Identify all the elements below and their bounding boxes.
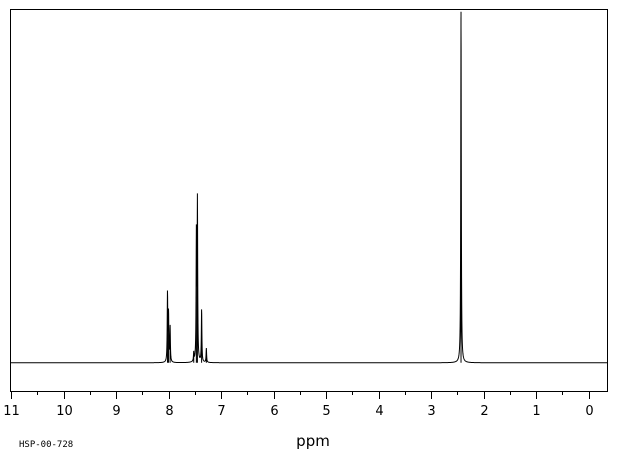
x-axis-tick-labels: 11 10 9 8 7 6 5 4 3 2 1 0 [3, 404, 593, 419]
x-tick-label: 2 [480, 404, 488, 419]
x-tick-label: 5 [322, 404, 330, 419]
x-tick-label: 4 [375, 404, 383, 419]
x-tick-label: 0 [585, 404, 593, 419]
x-axis-title: ppm [296, 432, 330, 450]
x-tick-label: 6 [270, 404, 278, 419]
x-tick-label: 7 [217, 404, 225, 419]
x-tick-label: 11 [3, 404, 20, 419]
x-axis-ticks [11, 391, 590, 399]
x-tick-label: 3 [427, 404, 435, 419]
x-tick-label: 1 [532, 404, 540, 419]
x-tick-label: 8 [165, 404, 173, 419]
x-tick-label: 9 [112, 404, 120, 419]
spectrum-code-label: HSP-00-728 [19, 440, 73, 450]
spectrum-trace [11, 11, 607, 364]
x-tick-label: 10 [56, 404, 73, 419]
plot-frame [10, 9, 608, 392]
